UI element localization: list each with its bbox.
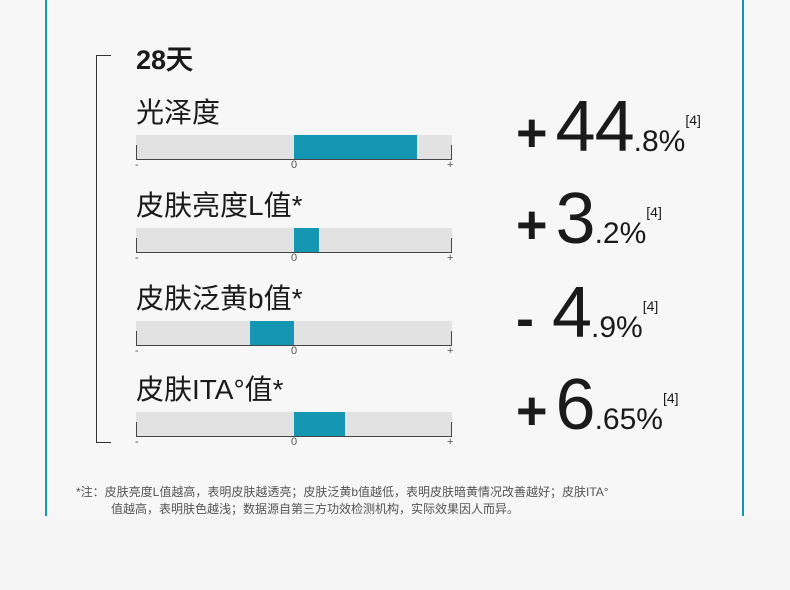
value-reference: [4]: [662, 390, 679, 406]
axis-plus-label: +: [447, 345, 454, 357]
axis-tick: [451, 238, 452, 252]
frame-left-border: [45, 0, 47, 516]
lower-background: [0, 516, 790, 590]
metric-axis: - 0 +: [135, 331, 453, 357]
axis-zero-label: 0: [291, 159, 298, 171]
metric-bar-fill: [294, 228, 320, 252]
metric-bar: [136, 135, 452, 159]
axis-plus-label: +: [447, 252, 454, 264]
axis-plus-label: +: [447, 159, 454, 171]
metric-title: 皮肤泛黄b值*: [136, 283, 303, 314]
axis-tick: [136, 145, 137, 159]
value-sign: +: [516, 103, 548, 163]
group-bracket: [96, 55, 111, 443]
value-integer: 44: [555, 87, 635, 167]
metric-axis: - 0 +: [135, 238, 453, 264]
value-reference: [4]: [642, 298, 659, 314]
metric-bar-fill: [294, 412, 345, 436]
axis-zero-label: 0: [291, 345, 298, 357]
footnote-line-1: *注：皮肤亮度L值越高，表明皮肤越透亮；皮肤泛黄b值越低，表明皮肤暗黄情况改善越…: [76, 485, 609, 499]
axis-plus-label: +: [447, 436, 454, 448]
axis-tick: [136, 331, 137, 345]
value-sign: -: [516, 289, 534, 349]
axis-zero-label: 0: [291, 252, 298, 264]
value-integer: 6: [555, 365, 596, 445]
value-sign: +: [516, 381, 548, 441]
axis-tick: [451, 422, 452, 436]
axis-tick: [136, 238, 137, 252]
value-decimal: .65%: [594, 403, 663, 436]
metric-bar: [136, 412, 452, 436]
metric-ita: 皮肤ITA°值* - 0 +: [135, 373, 456, 448]
value-integer: 3: [555, 179, 596, 259]
metric-bar-fill: [294, 135, 418, 159]
axis-minus-label: -: [135, 345, 139, 357]
metric-value-ita: +6.65%[4]: [516, 364, 679, 446]
value-sign: +: [516, 195, 548, 255]
value-decimal: .9%: [591, 311, 643, 344]
metric-gloss: 光泽度 - 0 +: [135, 96, 456, 171]
value-reference: [4]: [685, 112, 701, 128]
metric-bar: [136, 321, 452, 345]
metric-value-gloss: +44.8%[4]: [516, 86, 701, 168]
footnote: *注：皮肤亮度L值越高，表明皮肤越透亮；皮肤泛黄b值越低，表明皮肤暗黄情况改善越…: [76, 484, 746, 518]
axis-minus-label: -: [135, 159, 139, 171]
axis-tick: [451, 331, 452, 345]
axis-tick: [136, 422, 137, 436]
metric-brightness: 皮肤亮度L值* - 0 +: [135, 189, 456, 264]
value-decimal: .8%: [633, 125, 686, 158]
axis-minus-label: -: [135, 436, 139, 448]
metric-axis: - 0 +: [135, 422, 453, 448]
metric-yellowness: 皮肤泛黄b值* - 0 +: [135, 282, 456, 357]
axis-minus-label: -: [135, 252, 139, 264]
metric-title: 皮肤亮度L值*: [136, 190, 303, 221]
metric-title: 光泽度: [136, 97, 221, 128]
metric-bar-fill: [249, 321, 294, 345]
value-integer: 4: [551, 273, 592, 353]
value-reference: [4]: [646, 204, 662, 220]
axis-tick: [451, 145, 452, 159]
metric-value-brightness: +3.2%[4]: [516, 178, 662, 260]
metric-title: 皮肤ITA°值*: [136, 374, 284, 405]
value-decimal: .2%: [594, 217, 647, 250]
period-label: 28天: [136, 45, 194, 75]
footnote-line-2: 值越高，表明肤色越浅；数据源自第三方功效检测机构，实际效果因人而异。: [111, 502, 520, 516]
metric-axis: - 0 +: [135, 145, 453, 171]
axis-zero-label: 0: [291, 436, 298, 448]
metric-bar: [136, 228, 452, 252]
frame-right-border: [742, 0, 744, 516]
metric-value-yellowness: -4.9%[4]: [516, 272, 658, 354]
